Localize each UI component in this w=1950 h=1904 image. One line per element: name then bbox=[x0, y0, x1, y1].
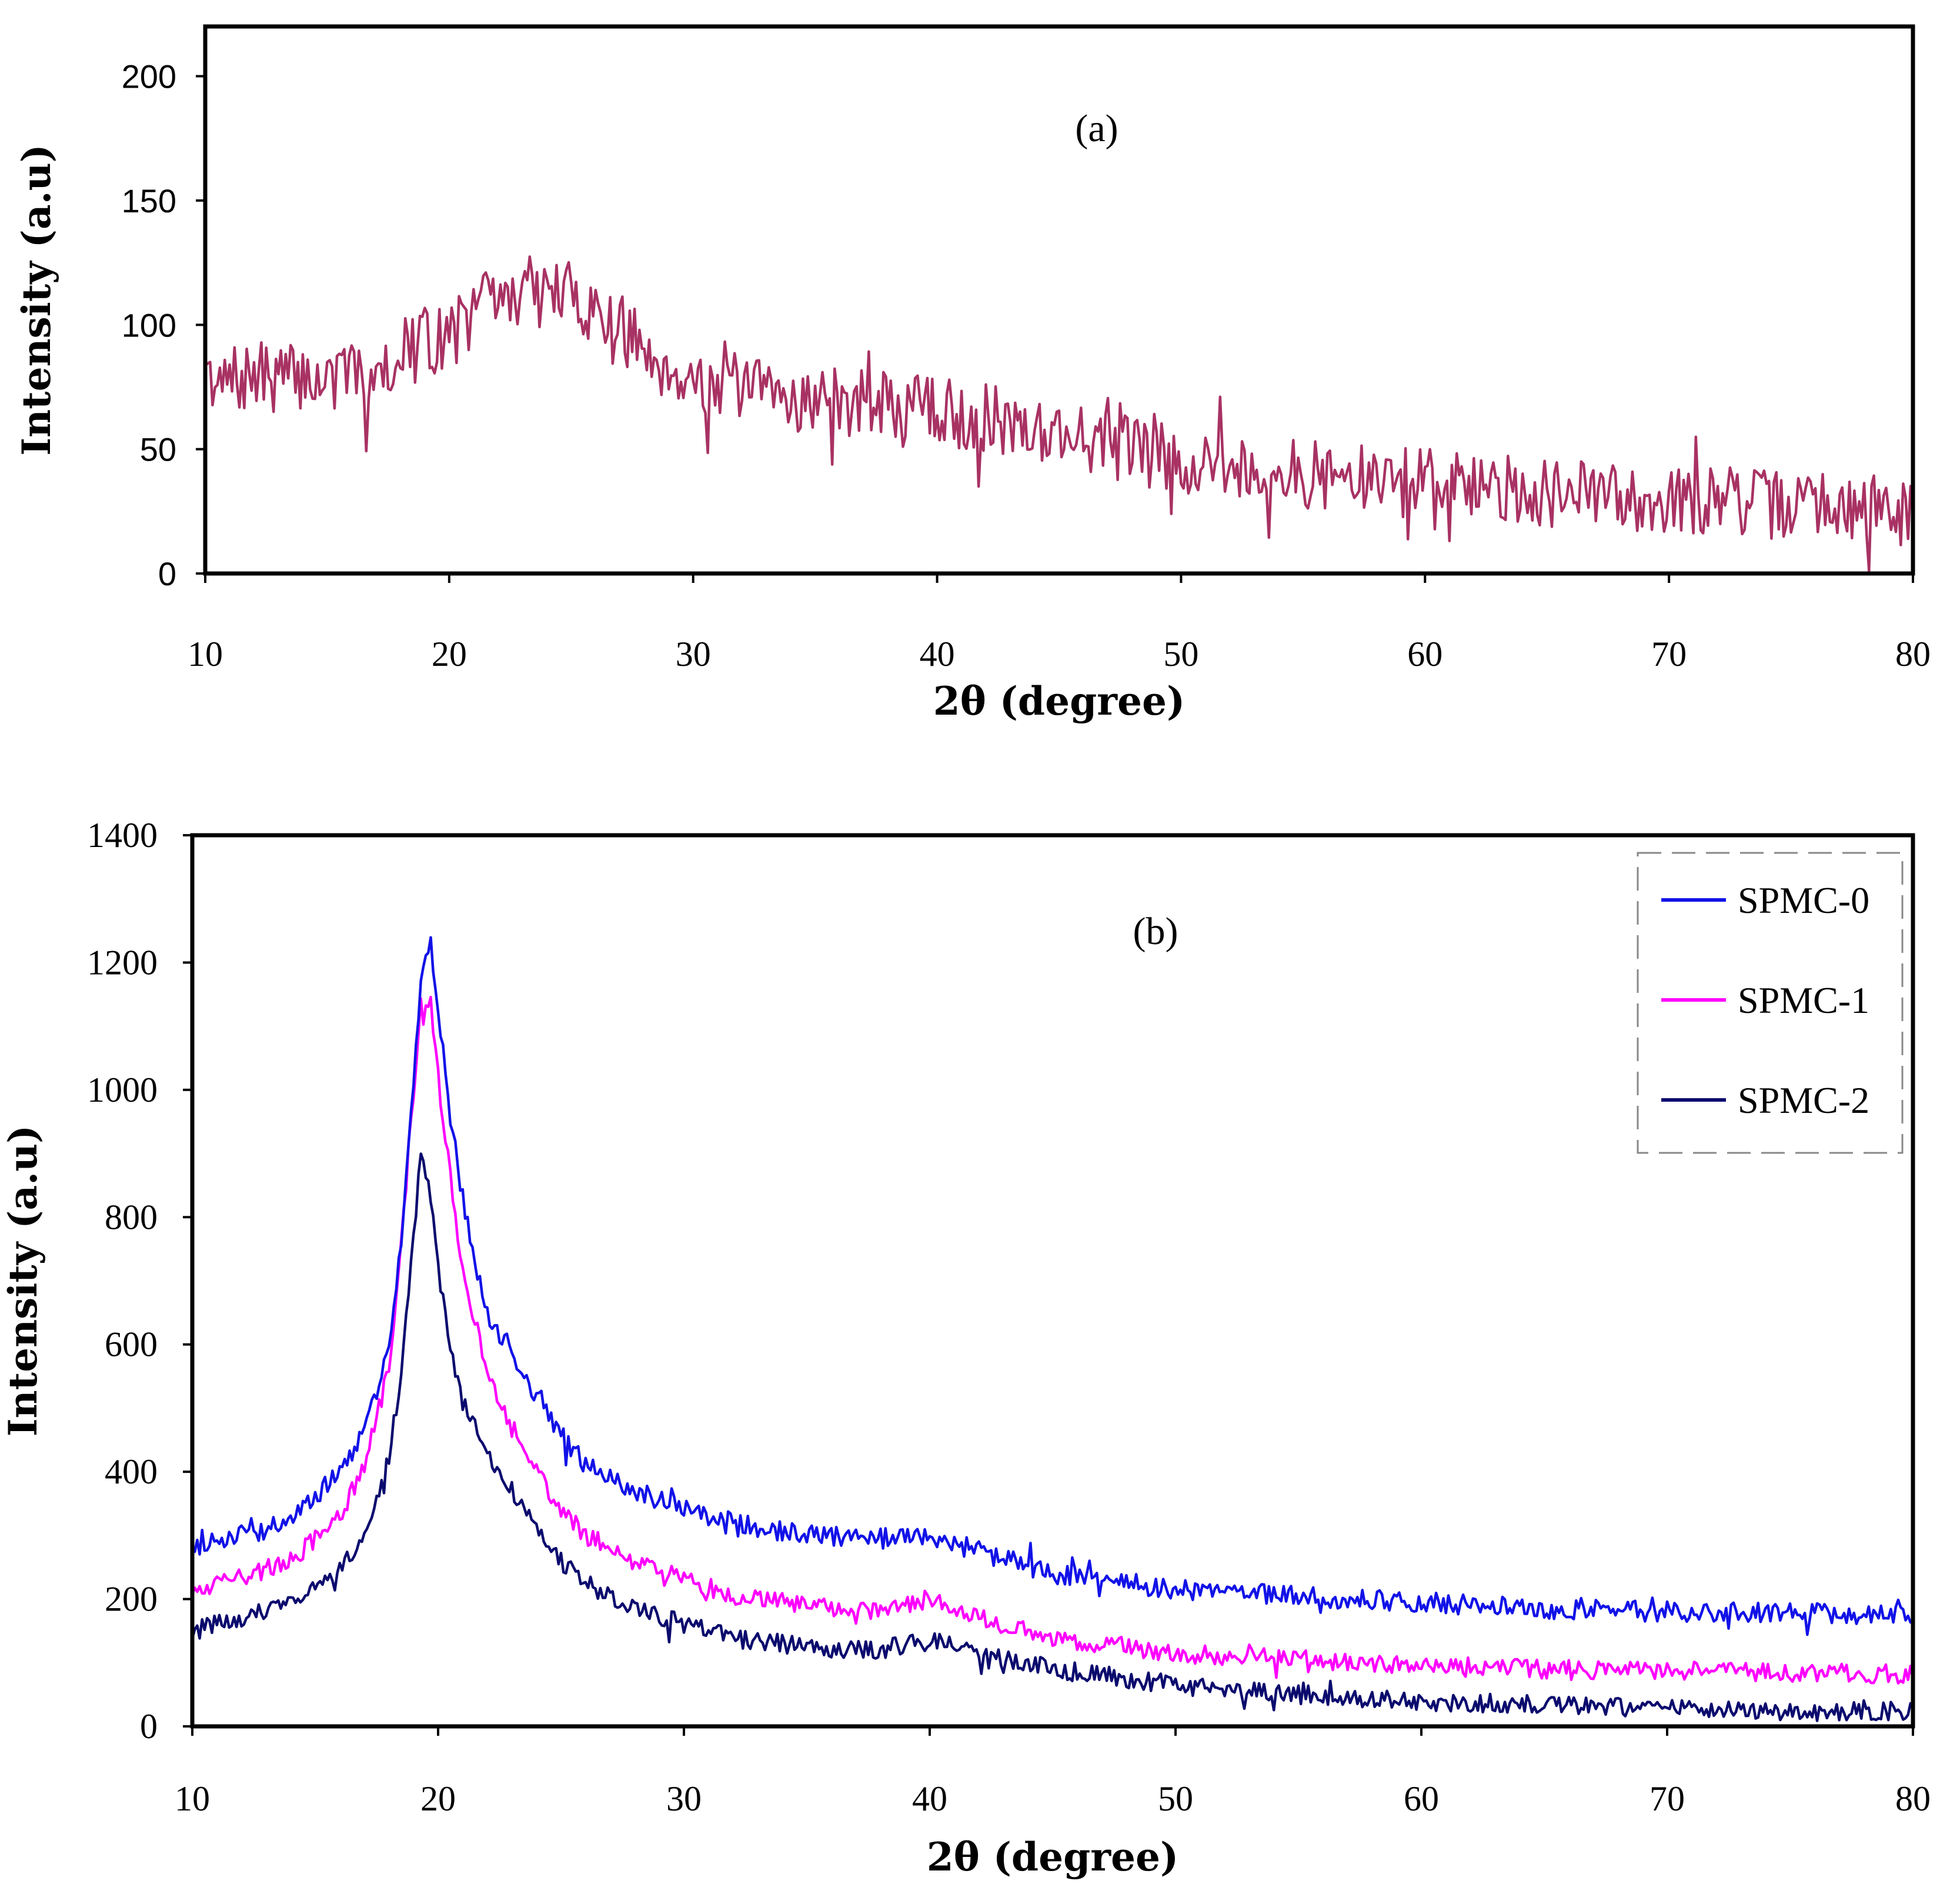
x-tick-label: 10 bbox=[175, 1779, 210, 1818]
panel-b: 0 200 400 600 800 1000 1200 1400 10 20 30 40 50 60 70 8… bbox=[0, 816, 1931, 1880]
y-tick-label: 1000 bbox=[87, 1071, 158, 1109]
x-tick-label: 80 bbox=[1895, 1779, 1931, 1818]
y-tick-label: 1200 bbox=[87, 943, 158, 982]
series-line-spmc-1 bbox=[191, 996, 1915, 1685]
x-tick-label: 10 bbox=[188, 635, 223, 673]
x-tick-label: 30 bbox=[676, 635, 711, 673]
x-tick-label: 50 bbox=[1163, 635, 1198, 673]
x-tick-label: 70 bbox=[1651, 635, 1687, 673]
y-tick-label: 1400 bbox=[87, 816, 158, 855]
series-line-spmc-0 bbox=[191, 936, 1914, 1636]
series-line-sample bbox=[204, 255, 1915, 572]
legend-box bbox=[1637, 852, 1904, 1154]
x-tick-label: 60 bbox=[1407, 635, 1443, 673]
x-axis-title: 2θ (degree) bbox=[933, 678, 1185, 724]
x-tick-label: 40 bbox=[912, 1779, 947, 1818]
y-tick-label: 100 bbox=[122, 306, 176, 344]
y-tick-label: 0 bbox=[140, 1707, 158, 1746]
y-tick-label: 200 bbox=[122, 58, 176, 95]
legend-label: SPMC-1 bbox=[1738, 979, 1869, 1021]
y-tick-label: 400 bbox=[105, 1452, 158, 1491]
plot-frame bbox=[190, 833, 1915, 1729]
x-tick-label: 70 bbox=[1650, 1779, 1685, 1818]
y-axis-title: Intensity (a.u) bbox=[0, 1125, 46, 1437]
plot-frame bbox=[203, 24, 1915, 576]
x-tick-label: 50 bbox=[1158, 1779, 1193, 1818]
y-tick-label: 150 bbox=[122, 182, 176, 219]
y-tick-label: 800 bbox=[105, 1198, 158, 1236]
panel-label: (a) bbox=[1075, 107, 1118, 150]
x-axis-title: 2θ (degree) bbox=[927, 1834, 1178, 1880]
x-tick-label: 80 bbox=[1895, 635, 1931, 673]
panel-label: (b) bbox=[1133, 910, 1178, 953]
y-tick-label: 200 bbox=[105, 1580, 158, 1619]
y-tick-label: 600 bbox=[105, 1325, 158, 1364]
panel-a: 0 50 100 150 200 10 20 30 40 50 60 70 80 2θ (degree) I… bbox=[14, 24, 1931, 724]
x-tick-label: 30 bbox=[666, 1779, 702, 1818]
y-axis-title: Intensity (a.u) bbox=[14, 144, 59, 456]
series-line-spmc-2 bbox=[191, 1152, 1914, 1722]
legend-label: SPMC-2 bbox=[1738, 1079, 1869, 1121]
x-tick-label: 20 bbox=[432, 635, 467, 673]
x-tick-label: 40 bbox=[920, 635, 955, 673]
x-tick-label: 20 bbox=[420, 1779, 456, 1818]
y-tick-label: 0 bbox=[158, 555, 176, 592]
legend-label: SPMC-0 bbox=[1738, 879, 1869, 921]
y-tick-label: 50 bbox=[140, 431, 176, 468]
x-tick-label: 60 bbox=[1404, 1779, 1439, 1818]
